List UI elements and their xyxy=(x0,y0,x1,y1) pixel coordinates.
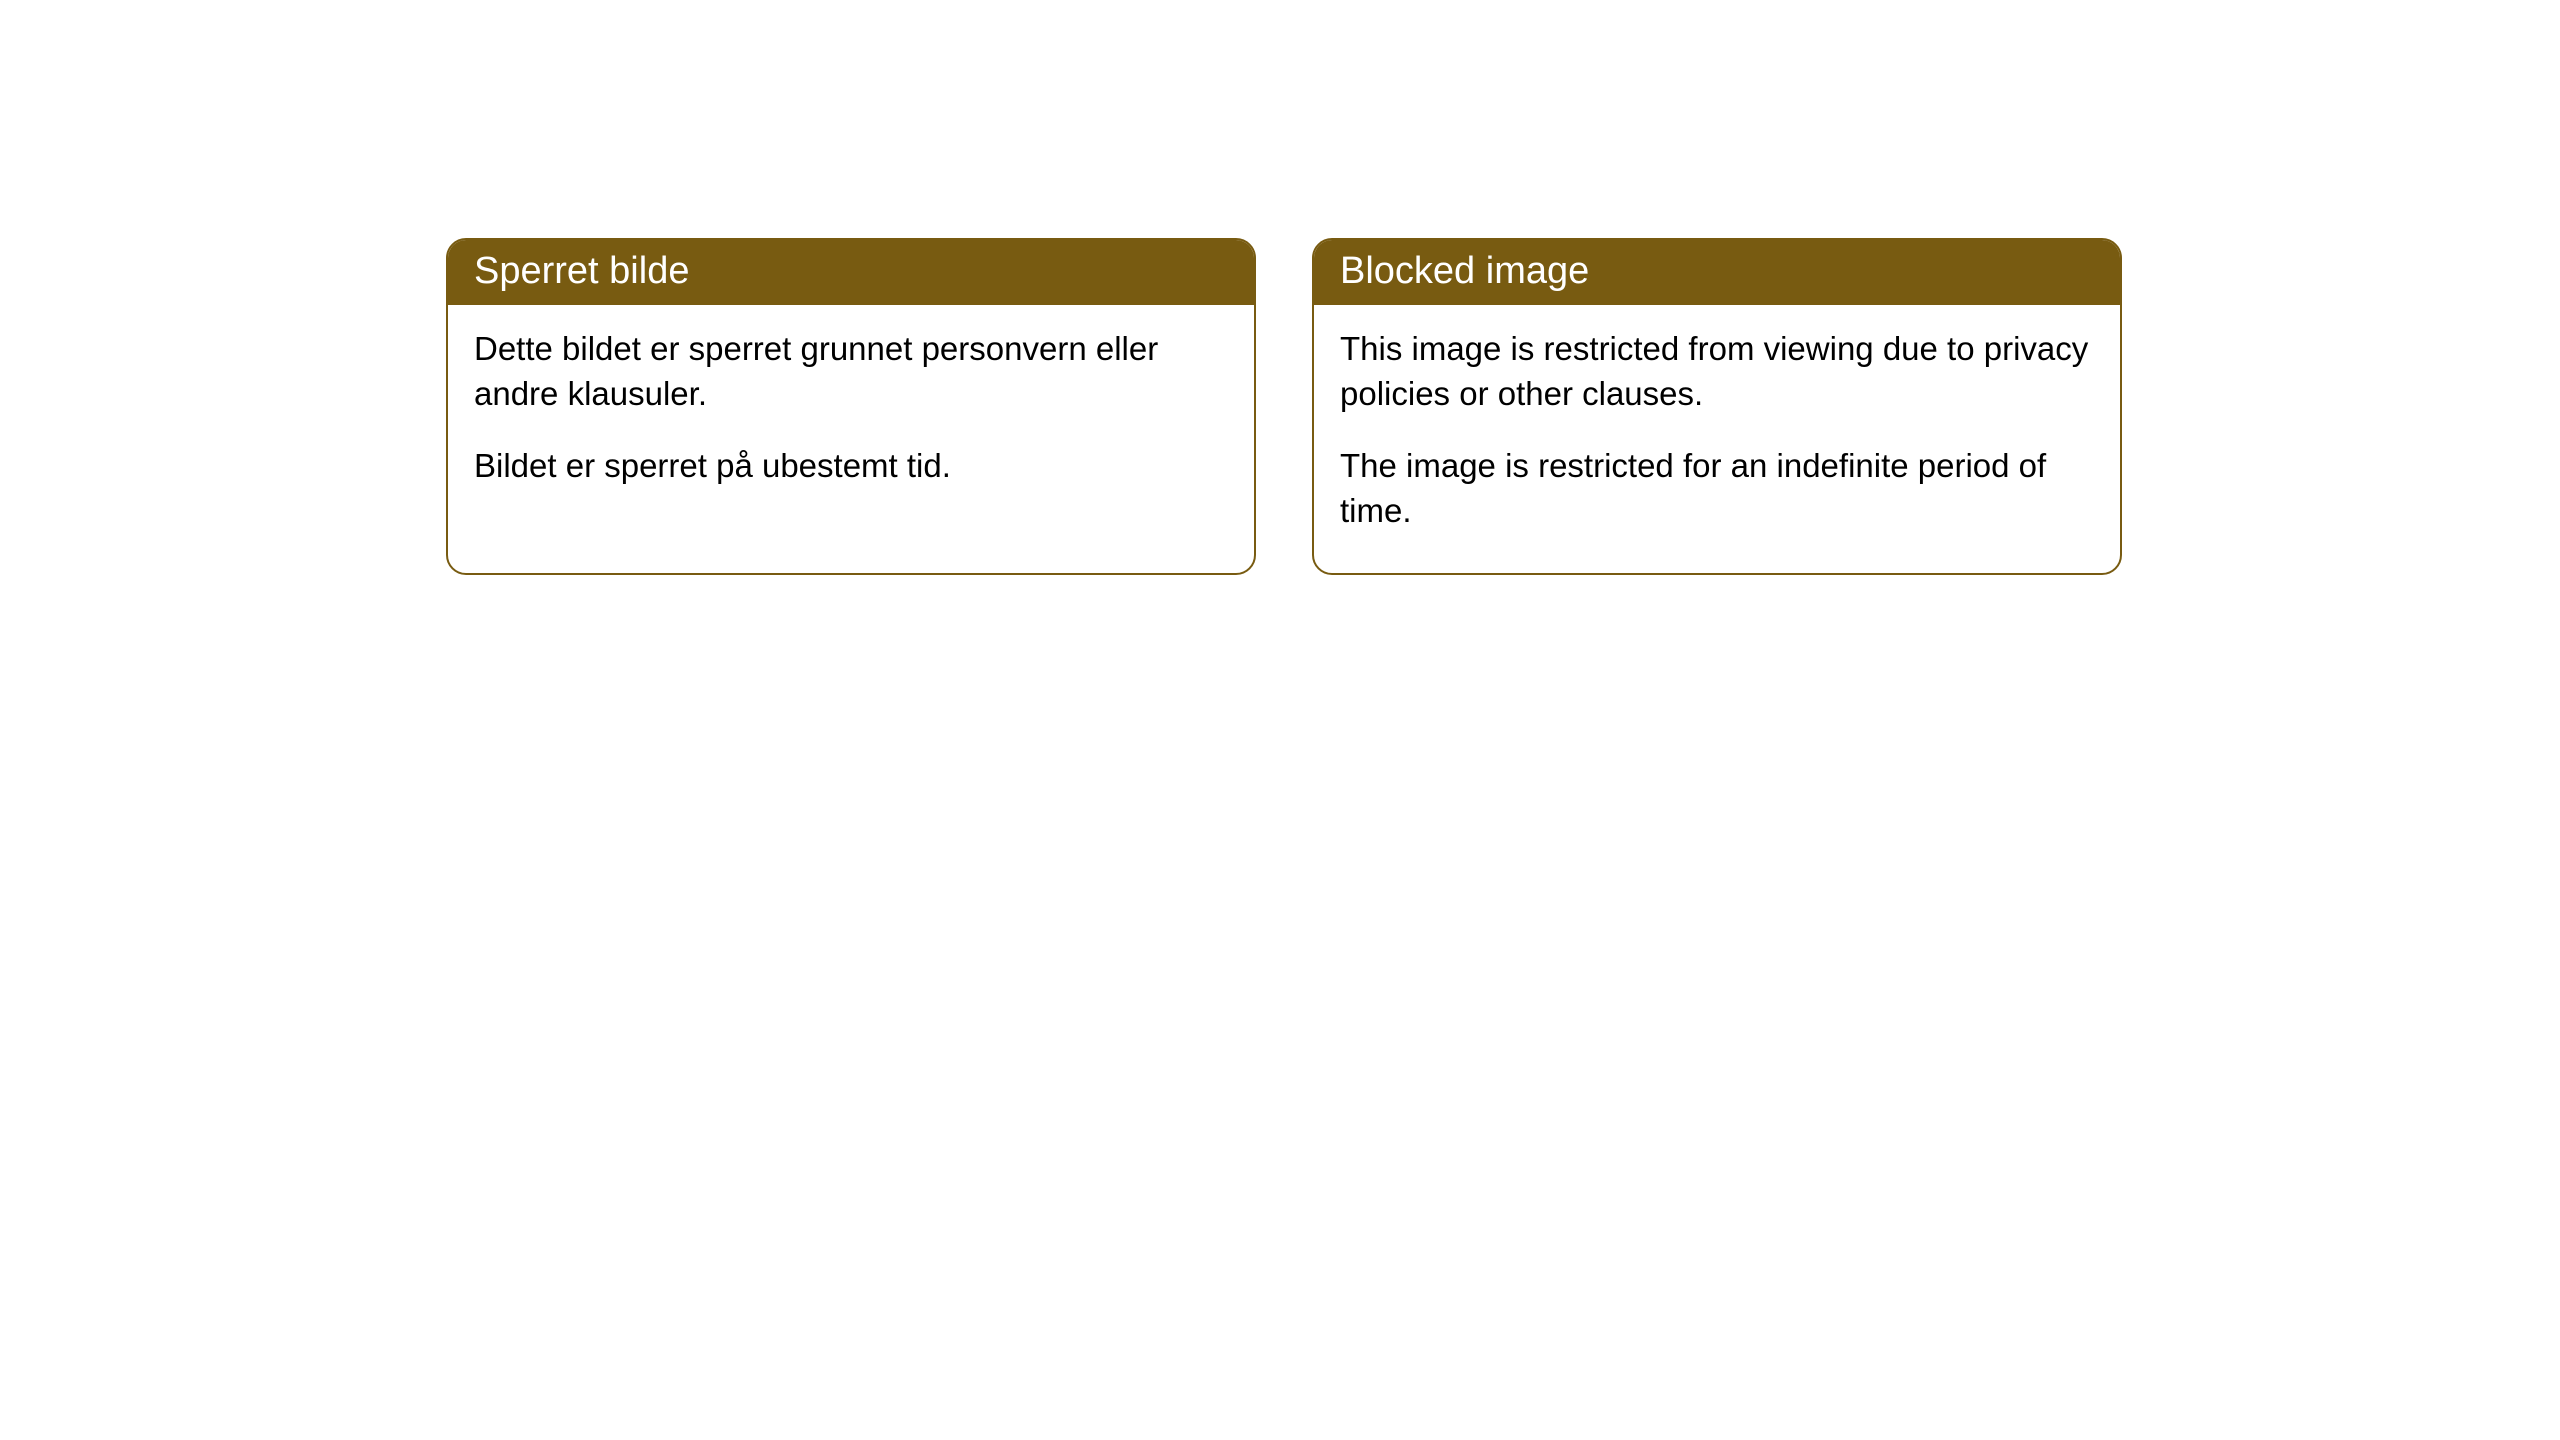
card-body-english: This image is restricted from viewing du… xyxy=(1314,305,2120,573)
blocked-image-card-english: Blocked image This image is restricted f… xyxy=(1312,238,2122,575)
card-paragraph-1-english: This image is restricted from viewing du… xyxy=(1340,327,2094,416)
card-header-norwegian: Sperret bilde xyxy=(448,240,1254,305)
card-paragraph-2-norwegian: Bildet er sperret på ubestemt tid. xyxy=(474,444,1228,489)
card-body-norwegian: Dette bildet er sperret grunnet personve… xyxy=(448,305,1254,529)
card-paragraph-1-norwegian: Dette bildet er sperret grunnet personve… xyxy=(474,327,1228,416)
blocked-image-card-norwegian: Sperret bilde Dette bildet er sperret gr… xyxy=(446,238,1256,575)
card-paragraph-2-english: The image is restricted for an indefinit… xyxy=(1340,444,2094,533)
cards-container: Sperret bilde Dette bildet er sperret gr… xyxy=(0,0,2560,575)
card-title-norwegian: Sperret bilde xyxy=(474,250,689,292)
card-header-english: Blocked image xyxy=(1314,240,2120,305)
card-title-english: Blocked image xyxy=(1340,250,1589,292)
